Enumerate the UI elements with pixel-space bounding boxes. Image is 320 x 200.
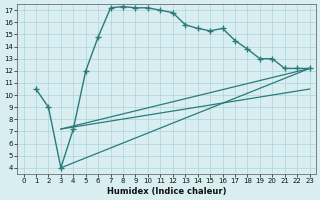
- X-axis label: Humidex (Indice chaleur): Humidex (Indice chaleur): [107, 187, 226, 196]
